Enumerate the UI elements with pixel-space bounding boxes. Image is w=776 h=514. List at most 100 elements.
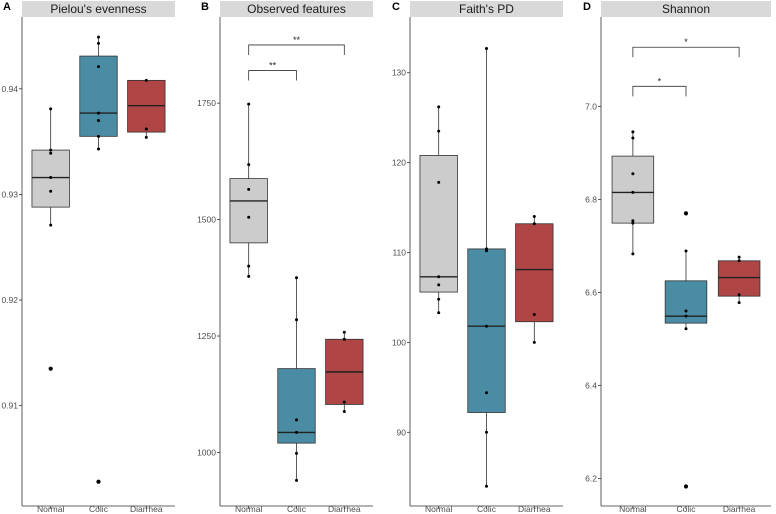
y-tick-label: 1000 (197, 447, 216, 457)
y-tick-label: 0.93 (1, 189, 18, 199)
x-tick-label: Diarrhea (518, 504, 551, 514)
data-point (437, 311, 441, 315)
data-point (295, 276, 298, 280)
data-point (737, 259, 741, 263)
panel-title: Faith's PD (459, 2, 514, 16)
strip-background (601, 1, 771, 17)
data-point (247, 187, 251, 191)
data-point (342, 337, 346, 341)
panel-c: C Faith's PD 90 100 110 120 130 Normal Colic Diar… (392, 1, 563, 514)
box-normal (611, 155, 655, 224)
data-point (97, 41, 100, 45)
x-tick-label: Normal (425, 504, 453, 514)
data-point (485, 46, 488, 50)
panel-letter: D (583, 1, 591, 13)
outlier-point (48, 366, 53, 371)
data-point (631, 219, 635, 223)
x-tick-label: Normal (619, 504, 647, 514)
significance-bracket (632, 46, 740, 58)
data-point (49, 107, 53, 111)
data-point (97, 134, 100, 138)
y-tick-label: 1500 (197, 215, 216, 225)
data-point (97, 65, 100, 69)
significance-label: ** (293, 35, 301, 45)
x-tick-label: Normal (37, 504, 65, 514)
significance-bracket (632, 85, 687, 97)
panel-letter: A (3, 1, 11, 13)
data-point (97, 147, 100, 151)
y-tick-label: 100 (392, 337, 406, 347)
box-normal (419, 155, 458, 293)
y-tick-label: 0.94 (1, 84, 18, 94)
y-tick-label: 6.4 (585, 380, 597, 390)
box-normal (229, 178, 268, 244)
data-point (737, 255, 741, 259)
panel-letter: C (392, 1, 400, 13)
y-tick-label: 6.6 (585, 287, 597, 297)
data-point (247, 163, 251, 167)
significance-label: * (684, 37, 688, 47)
y-tick-label: 7.0 (585, 101, 597, 111)
y-tick-label: 110 (392, 248, 406, 258)
x-tick-label: Colic (677, 504, 697, 514)
outlier-point (683, 211, 689, 216)
data-point (437, 180, 441, 184)
data-point (631, 221, 635, 225)
data-point (631, 252, 635, 256)
data-point (485, 391, 488, 395)
strip-background (410, 1, 563, 17)
box-colic (79, 55, 118, 137)
outlier-point (683, 484, 689, 489)
data-point (532, 340, 536, 344)
box-colic (467, 248, 506, 413)
data-point (49, 176, 53, 180)
significance-label: ** (269, 61, 277, 71)
y-tick-label: 130 (392, 68, 406, 78)
x-tick-label: Diarrhea (723, 504, 756, 514)
data-point (49, 151, 53, 155)
panel-title: Pielou's evenness (50, 2, 146, 16)
strip-background (220, 1, 373, 17)
data-point (737, 293, 741, 297)
data-point (342, 409, 346, 413)
significance-bracket (248, 44, 345, 55)
x-tick-label: Diarrhea (328, 504, 361, 514)
data-point (247, 102, 251, 106)
outlier-point (96, 479, 101, 484)
x-tick-label: Normal (235, 504, 263, 514)
significance-bracket (248, 70, 297, 81)
data-point (49, 223, 53, 227)
data-point (532, 313, 536, 317)
data-point (485, 324, 488, 328)
data-point (97, 119, 100, 123)
data-point (144, 78, 148, 82)
y-tick-label: 1750 (197, 98, 216, 108)
y-tick-label: 6.2 (585, 474, 597, 484)
data-point (437, 129, 441, 133)
panel-title: Shannon (662, 2, 710, 16)
data-point (49, 148, 53, 152)
data-point (144, 127, 148, 131)
y-tick-label: 90 (397, 427, 407, 437)
data-point (631, 172, 635, 176)
data-point (247, 215, 251, 219)
data-point (97, 35, 100, 39)
x-tick-label: Colic (477, 504, 497, 514)
data-point (49, 189, 53, 193)
panel-d: D Shannon 6.2 6.4 6.6 6.8 7.0 Normal Colic Diarrh… (583, 1, 771, 514)
data-point (485, 484, 488, 488)
panel-letter: B (201, 1, 209, 13)
data-point (437, 283, 441, 287)
box-diarrhea (515, 223, 554, 323)
data-point (532, 222, 536, 226)
data-point (295, 418, 298, 422)
data-point (247, 264, 251, 268)
box-colic (277, 368, 316, 444)
data-point (97, 111, 100, 115)
data-point (684, 309, 688, 313)
strip-background (22, 1, 175, 17)
panel-b: B Observed features 1000 1250 1500 1750 Normal… (197, 1, 373, 514)
data-point (295, 430, 298, 434)
data-point (684, 249, 688, 253)
